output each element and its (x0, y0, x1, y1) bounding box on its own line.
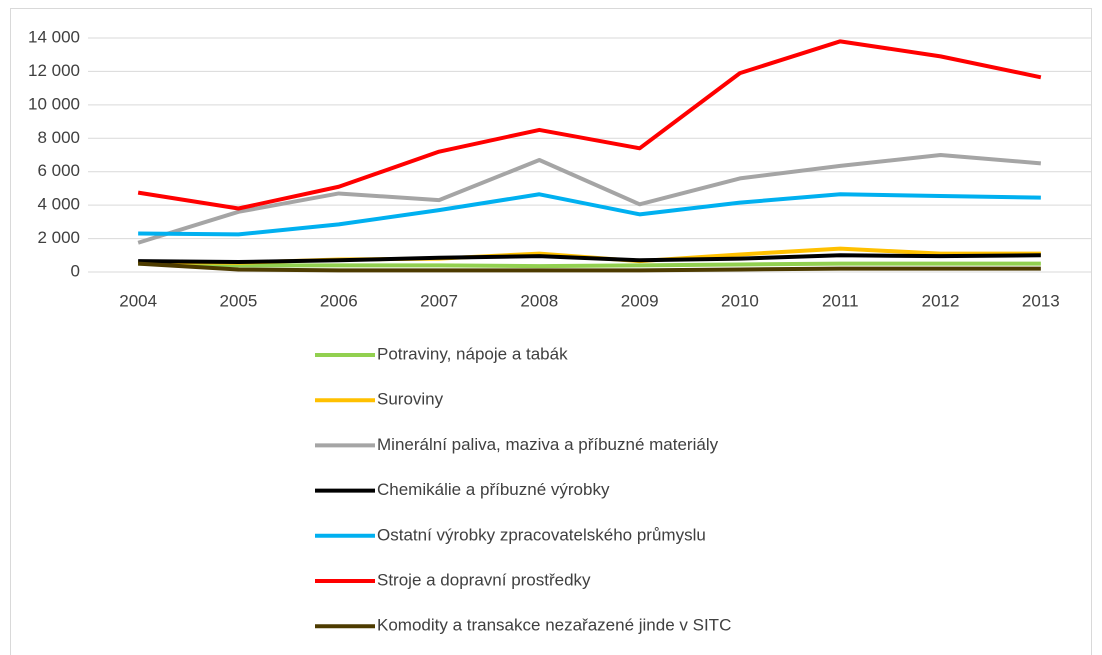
x-tick-label: 2005 (220, 291, 258, 310)
chart-border (10, 8, 1092, 655)
series-line (137, 153, 1042, 245)
legend-label: Ostatní výrobky zpracovatelského průmysl… (377, 525, 706, 544)
series-line (137, 39, 1042, 211)
y-tick-label: 8 000 (37, 128, 80, 147)
y-tick-label: 14 000 (28, 27, 80, 46)
legend-label: Minerální paliva, maziva a příbuzné mate… (377, 435, 719, 454)
series-line (138, 253, 1041, 264)
y-tick-label: 12 000 (28, 61, 80, 80)
x-tick-label: 2013 (1022, 291, 1060, 310)
legend-label: Stroje a dopravní prostředky (377, 570, 591, 589)
y-tick-label: 6 000 (37, 161, 80, 180)
x-tick-label: 2010 (721, 291, 759, 310)
x-tick-label: 2007 (420, 291, 458, 310)
series-line (138, 261, 1041, 269)
x-tick-label: 2006 (320, 291, 358, 310)
y-tick-label: 10 000 (28, 94, 80, 113)
legend-label: Suroviny (377, 390, 444, 409)
legend-label: Komodity a transakce nezařazené jinde v … (377, 616, 731, 635)
series-line (138, 192, 1041, 237)
legend-label: Chemikálie a příbuzné výrobky (377, 480, 610, 499)
legend-label: Potraviny, nápoje a tabák (377, 344, 568, 363)
y-tick-label: 2 000 (37, 228, 80, 247)
x-tick-label: 2004 (119, 291, 157, 310)
y-tick-label: 0 (71, 261, 80, 280)
x-tick-label: 2009 (621, 291, 659, 310)
x-tick-label: 2008 (520, 291, 558, 310)
y-tick-label: 4 000 (37, 195, 80, 214)
x-tick-label: 2012 (922, 291, 960, 310)
series-line (138, 261, 1041, 273)
x-tick-label: 2011 (822, 291, 859, 310)
